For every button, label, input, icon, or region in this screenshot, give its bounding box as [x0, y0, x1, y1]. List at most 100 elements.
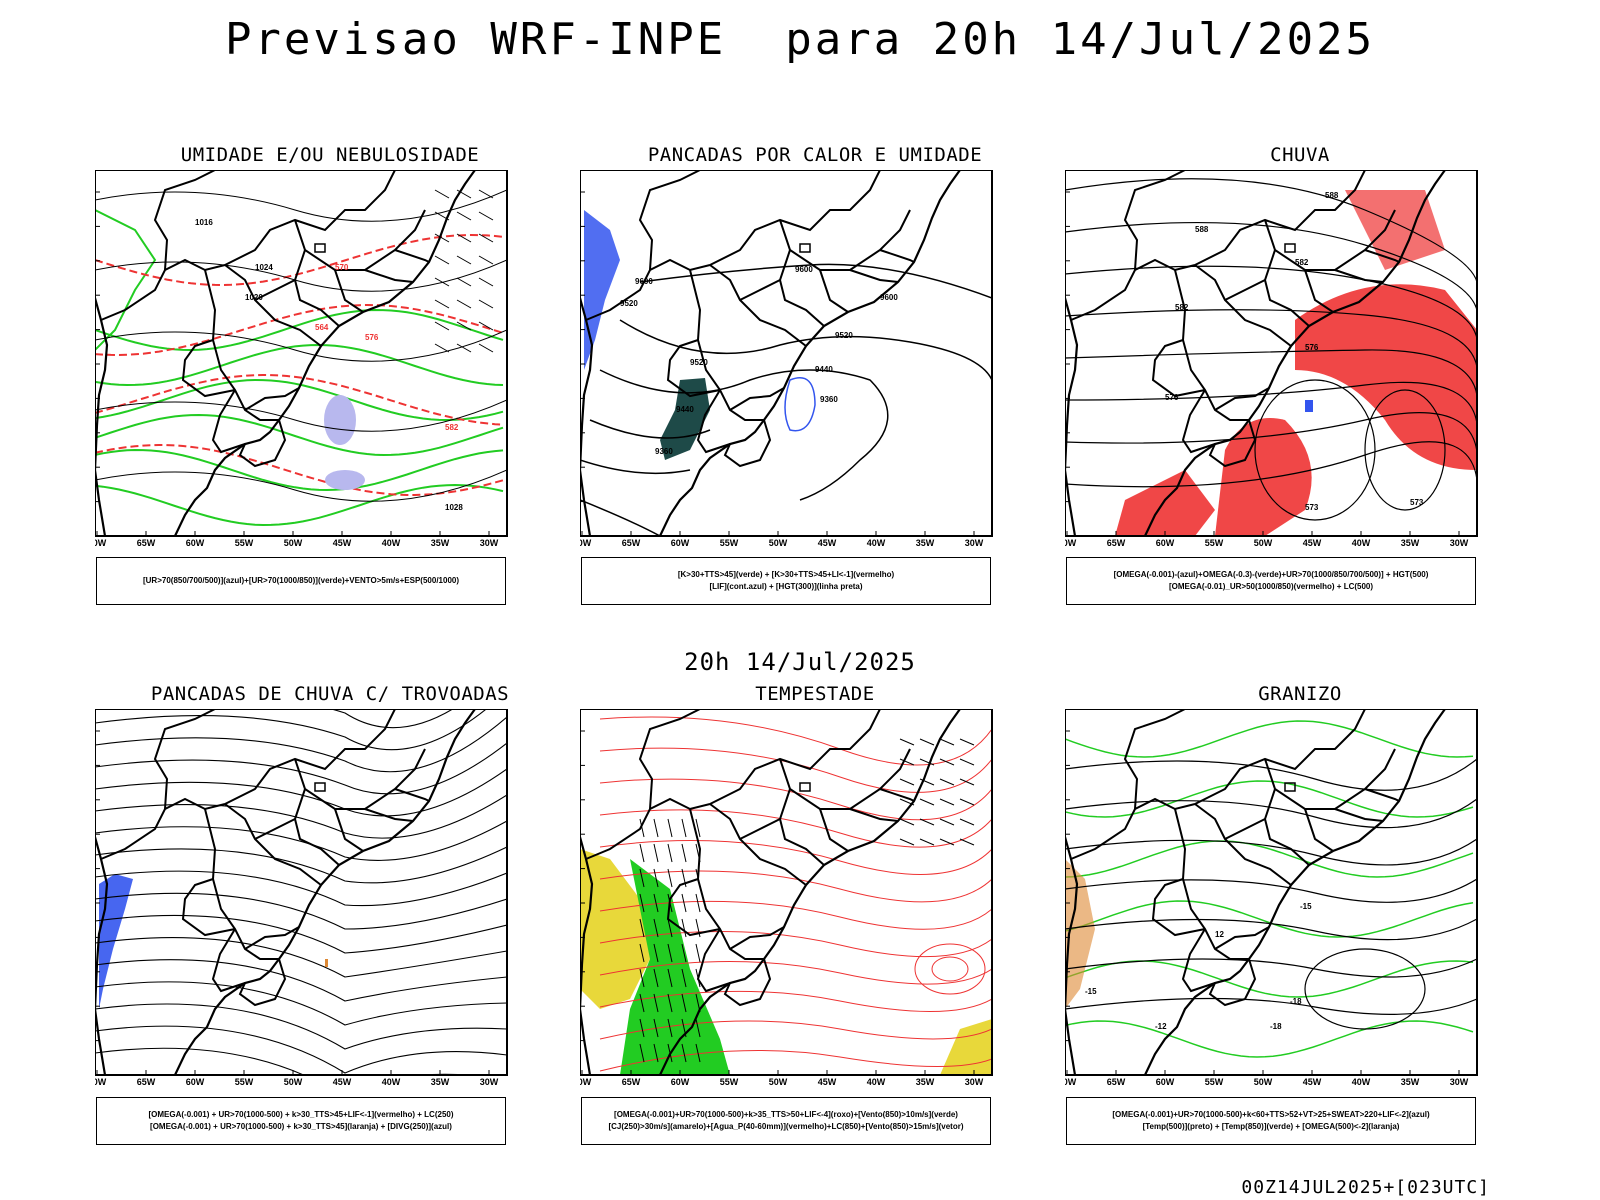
- svg-text:40W: 40W: [382, 538, 401, 548]
- svg-text:35W: 35W: [1401, 1077, 1420, 1087]
- panel-title: UMIDADE E/OU NEBULOSIDADE: [180, 144, 480, 166]
- svg-text:45W: 45W: [333, 1077, 352, 1087]
- svg-text:60W: 60W: [671, 1077, 690, 1087]
- svg-text:50W: 50W: [769, 1077, 788, 1087]
- svg-text:55W: 55W: [235, 538, 254, 548]
- svg-text:45W: 45W: [818, 1077, 837, 1087]
- svg-text:60W: 60W: [186, 1077, 205, 1087]
- svg-text:55W: 55W: [235, 1077, 254, 1087]
- map-thunder-showers: 12S15S18S21S24S27S30S33S36S39S42S70W65W6…: [95, 709, 508, 1087]
- legend-line: [CJ(250)>30m/s](amarelo)+[Agua_P(40-60mm…: [608, 1122, 964, 1131]
- svg-text:65W: 65W: [1107, 1077, 1126, 1087]
- panel-storm: TEMPESTADE 12S15S18S21S24S27S30S33S36S39…: [580, 683, 1050, 1163]
- svg-text:50W: 50W: [1254, 1077, 1273, 1087]
- svg-text:30W: 30W: [965, 538, 984, 548]
- svg-text:9360: 9360: [655, 447, 673, 456]
- mid-title: 20h 14/Jul/2025: [684, 648, 916, 676]
- svg-text:9360: 9360: [820, 395, 838, 404]
- panel-thunder-showers: PANCADAS DE CHUVA C/ TROVOADAS 12S15S18S…: [95, 683, 565, 1163]
- svg-text:40W: 40W: [382, 1077, 401, 1087]
- svg-text:50W: 50W: [284, 1077, 303, 1087]
- svg-text:55W: 55W: [1205, 538, 1224, 548]
- legend-line: [K>30+TTS>45](verde) + [K>30+TTS>45+LI<-…: [677, 570, 895, 579]
- svg-text:40W: 40W: [867, 1077, 886, 1087]
- legend-line: [OMEGA(-0.001)+UR>70(1000-500)+k>35_TTS>…: [614, 1110, 958, 1119]
- main-title: Previsao WRF-INPE para 20h 14/Jul/2025: [224, 14, 1376, 65]
- panel-humidity: UMIDADE E/OU NEBULOSIDADE 1016 1020 1024 10…: [95, 144, 565, 624]
- svg-text:70W: 70W: [580, 538, 592, 548]
- svg-text:40W: 40W: [867, 538, 886, 548]
- svg-text:65W: 65W: [622, 1077, 641, 1087]
- legend-line: [OMEGA(-0.001) + UR>70(1000-500) + k>30_…: [148, 1110, 454, 1119]
- panel-hail: GRANIZO 12-15-18-12-15-1812S15S18S21S24S…: [1065, 683, 1535, 1163]
- svg-text:60W: 60W: [1156, 1077, 1175, 1087]
- svg-text:-15: -15: [1085, 987, 1097, 996]
- svg-text:573: 573: [1410, 498, 1424, 507]
- legend-rain: [OMEGA(-0.001)-(azul)+OMEGA(-0.3)-(verde…: [1066, 557, 1476, 605]
- legend-line: [Temp(500)](preto) + [Temp(850)](verde) …: [1142, 1122, 1400, 1131]
- svg-text:9440: 9440: [676, 405, 694, 414]
- svg-text:70W: 70W: [1065, 1077, 1077, 1087]
- map-storm: 12S15S18S21S24S27S30S33S36S39S42S70W65W6…: [580, 709, 993, 1087]
- svg-text:40W: 40W: [1352, 538, 1371, 548]
- svg-text:70W: 70W: [580, 1077, 592, 1087]
- map-hail: 12-15-18-12-15-1812S15S18S21S24S27S30S33…: [1065, 709, 1478, 1087]
- legend-line: [OMEGA(-0.01)_UR>50(1000/850)(vermelho) …: [1168, 582, 1374, 591]
- svg-text:30W: 30W: [480, 1077, 499, 1087]
- svg-text:576: 576: [1165, 393, 1179, 402]
- svg-text:45W: 45W: [1303, 538, 1322, 548]
- svg-text:50W: 50W: [769, 538, 788, 548]
- svg-text:30W: 30W: [965, 1077, 984, 1087]
- map-humidity: 101610201024102856457057658212S15S18S21S…: [95, 170, 508, 548]
- legend-thunder-showers: [OMEGA(-0.001) + UR>70(1000-500) + k>30_…: [96, 1097, 506, 1145]
- svg-text:-18: -18: [1270, 1022, 1282, 1031]
- svg-text:70W: 70W: [95, 538, 107, 548]
- svg-text:1028: 1028: [445, 503, 463, 512]
- svg-text:9600: 9600: [635, 277, 653, 286]
- map-rain: 58858858258257657657357312S15S18S21S24S2…: [1065, 170, 1478, 548]
- legend-humidity: [UR>70(850/700/500)](azul)+[UR>70(1000/8…: [96, 557, 506, 605]
- svg-text:35W: 35W: [431, 1077, 450, 1087]
- svg-text:1016: 1016: [195, 218, 213, 227]
- legend-line: [UR>70(850/700/500)](azul)+[UR>70(1000/8…: [142, 576, 460, 585]
- svg-text:564: 564: [315, 323, 329, 332]
- svg-text:1024: 1024: [255, 263, 273, 272]
- svg-text:9520: 9520: [690, 358, 708, 367]
- panel-title: CHUVA: [1270, 144, 1330, 166]
- svg-text:35W: 35W: [1401, 538, 1420, 548]
- legend-heat-showers: [K>30+TTS>45](verde) + [K>30+TTS>45+LI<-…: [581, 557, 991, 605]
- svg-text:45W: 45W: [333, 538, 352, 548]
- svg-text:9440: 9440: [815, 365, 833, 374]
- svg-text:582: 582: [1175, 303, 1189, 312]
- panel-title: GRANIZO: [1258, 683, 1342, 705]
- svg-text:70W: 70W: [95, 1077, 107, 1087]
- svg-text:55W: 55W: [1205, 1077, 1224, 1087]
- legend-line: [OMEGA(-0.001)+UR>70(1000-500)+k<60+TTS>…: [1112, 1110, 1430, 1119]
- legend-hail: [OMEGA(-0.001)+UR>70(1000-500)+k<60+TTS>…: [1066, 1097, 1476, 1145]
- svg-text:60W: 60W: [1156, 538, 1175, 548]
- svg-text:-12: -12: [1155, 1022, 1167, 1031]
- svg-text:55W: 55W: [720, 1077, 739, 1087]
- svg-text:30W: 30W: [480, 538, 499, 548]
- footer-run-time: 00Z14JUL2025+[023UTC]: [1241, 1177, 1490, 1198]
- svg-text:588: 588: [1195, 225, 1209, 234]
- svg-text:576: 576: [365, 333, 379, 342]
- svg-text:45W: 45W: [1303, 1077, 1322, 1087]
- svg-text:50W: 50W: [284, 538, 303, 548]
- svg-text:30W: 30W: [1450, 538, 1469, 548]
- legend-storm: [OMEGA(-0.001)+UR>70(1000-500)+k>35_TTS>…: [581, 1097, 991, 1145]
- svg-text:570: 570: [335, 263, 349, 272]
- svg-text:70W: 70W: [1065, 538, 1077, 548]
- panel-title: TEMPESTADE: [755, 683, 875, 705]
- svg-text:588: 588: [1325, 191, 1339, 200]
- svg-text:35W: 35W: [916, 1077, 935, 1087]
- svg-text:-15: -15: [1300, 902, 1312, 911]
- svg-text:582: 582: [1295, 258, 1309, 267]
- panel-rain: CHUVA 58858858258257657657357312S15S18S2…: [1065, 144, 1535, 624]
- panel-title: PANCADAS POR CALOR E UMIDADE: [647, 144, 983, 166]
- svg-text:12: 12: [1215, 930, 1224, 939]
- svg-text:60W: 60W: [671, 538, 690, 548]
- legend-line: [OMEGA(-0.001) + UR>70(1000-500) + k>30_…: [150, 1122, 452, 1131]
- svg-text:-18: -18: [1290, 997, 1302, 1006]
- legend-line: [LIF](cont.azul) + [HGT(300)](linha pret…: [709, 582, 863, 591]
